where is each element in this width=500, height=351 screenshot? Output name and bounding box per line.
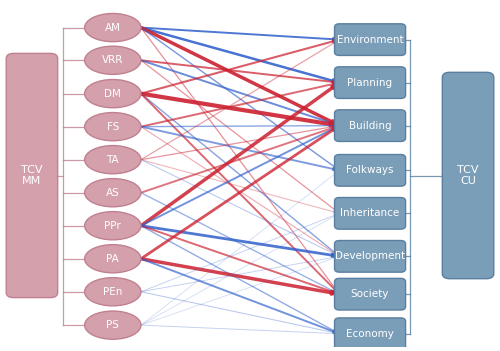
Text: Folkways: Folkways — [346, 165, 394, 176]
Ellipse shape — [84, 80, 141, 108]
Text: Development: Development — [335, 251, 405, 261]
FancyBboxPatch shape — [334, 240, 406, 272]
Text: TCV
CU: TCV CU — [458, 165, 479, 186]
Text: PA: PA — [106, 254, 119, 264]
Text: TA: TA — [106, 155, 119, 165]
Ellipse shape — [84, 278, 141, 306]
Text: Environment: Environment — [336, 35, 404, 45]
Ellipse shape — [84, 113, 141, 141]
Text: PS: PS — [106, 320, 119, 330]
Text: Society: Society — [351, 289, 389, 299]
Text: PEn: PEn — [103, 287, 122, 297]
Text: Economy: Economy — [346, 329, 394, 339]
FancyBboxPatch shape — [334, 67, 406, 98]
Text: DM: DM — [104, 89, 121, 99]
FancyBboxPatch shape — [334, 278, 406, 310]
Text: FS: FS — [106, 122, 119, 132]
Text: TCV
MM: TCV MM — [21, 165, 42, 186]
Ellipse shape — [84, 46, 141, 74]
Ellipse shape — [84, 212, 141, 240]
Text: AS: AS — [106, 188, 120, 198]
Text: Inheritance: Inheritance — [340, 208, 400, 218]
FancyBboxPatch shape — [334, 154, 406, 186]
Text: AM: AM — [105, 22, 121, 33]
Text: Planning: Planning — [348, 78, 393, 88]
Text: VRR: VRR — [102, 55, 124, 65]
FancyBboxPatch shape — [442, 72, 494, 279]
Ellipse shape — [84, 245, 141, 273]
Ellipse shape — [84, 146, 141, 174]
Ellipse shape — [84, 311, 141, 339]
FancyBboxPatch shape — [334, 24, 406, 55]
Ellipse shape — [84, 179, 141, 207]
FancyBboxPatch shape — [334, 318, 406, 350]
FancyBboxPatch shape — [334, 110, 406, 141]
Ellipse shape — [84, 13, 141, 42]
FancyBboxPatch shape — [6, 53, 58, 298]
FancyBboxPatch shape — [334, 198, 406, 229]
Text: Building: Building — [348, 121, 392, 131]
Text: PPr: PPr — [104, 221, 121, 231]
